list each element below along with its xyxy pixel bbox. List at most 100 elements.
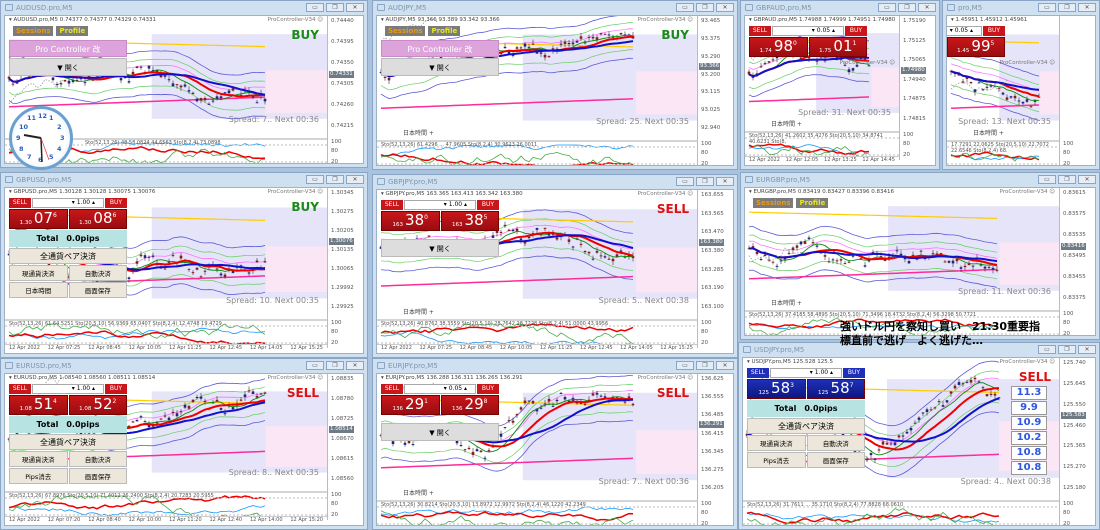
close-current-button[interactable]: 現通貨決済 [747,435,806,451]
buy-button[interactable]: BUY [477,384,499,394]
sessions-tab[interactable]: Sessions [753,198,794,208]
lot-size-input[interactable]: ▾ 1.00 ▴ [32,198,104,208]
maximize-button[interactable]: ❐ [326,361,344,370]
maximize-button[interactable]: ❐ [326,3,344,12]
close-button[interactable]: ✕ [1078,345,1096,354]
buy-button[interactable]: BUY [843,368,865,378]
close-button[interactable]: ✕ [716,3,734,12]
pro-controller-button[interactable]: Pro Controller 改 [381,40,499,57]
auto-close-button[interactable]: 自動決済 [806,435,865,451]
pro-controller-button[interactable]: Pro Controller 改 [9,40,127,57]
maximize-button[interactable]: ❐ [696,361,714,370]
chart-area[interactable]: ▾ GBPUSD.pro,M5 1.30128 1.30128 1.30075 … [4,187,364,354]
timezone-selector[interactable]: 日本時間 + [391,490,446,497]
sell-button[interactable]: SELL [9,198,31,208]
lot-size-input[interactable]: ▾ 0.05 ▴ [772,26,844,36]
close-current-button[interactable]: 現通貨決済 [9,451,68,467]
lot-size-input[interactable]: ▾ 1.00 ▴ [770,368,842,378]
sessions-tab[interactable]: Sessions [385,26,426,36]
auto-close-button[interactable]: 自動決済 [68,265,127,281]
price-axis[interactable]: 100 80 20 [1059,16,1095,165]
timezone-selector[interactable]: 日本時間 + [391,130,446,137]
chart-area[interactable]: ▾ GBPJPY.pro,M5 163.365 163.413 163.342 … [376,189,734,354]
close-button[interactable]: ✕ [716,361,734,370]
maximize-button[interactable]: ❐ [696,177,714,186]
open-button[interactable]: ▼ 開く [9,58,127,76]
sell-price-button[interactable]: 136 29 1 [381,395,440,415]
buy-price-button[interactable]: 136 29 8 [440,395,499,415]
chart-area[interactable]: ▾ 1.45951 1.45912 1.45961 ProController-V… [946,15,1096,166]
save-screen-button[interactable]: 画面保存 [68,468,127,484]
minimize-button[interactable]: ▭ [1038,3,1056,12]
close-all-pairs-button[interactable]: 全通貨ペア決済 [9,434,127,450]
buy-button[interactable]: BUY [845,26,867,36]
buy-button[interactable]: BUY [983,26,1005,36]
close-all-pairs-button[interactable]: 全通貨ペア決済 [747,418,865,434]
buy-price-button[interactable]: 1.75 01 1 [808,37,867,57]
minimize-button[interactable]: ▭ [306,175,324,184]
chart-area[interactable]: ▾ EURGBP.pro,M5 0.83419 0.83427 0.83396 … [744,187,1096,336]
price-axis[interactable]: 136.625 136.555 136.485 136.415 136.345 136.2… [697,374,733,525]
lot-size-input[interactable]: ▾ 1.00 ▴ [32,384,104,394]
price-axis[interactable]: 0.74440 0.74395 0.74350 0.74305 0.74260 0.742… [327,16,363,163]
buy-price-button[interactable]: 1.08 52 2 [68,395,127,415]
chart-area[interactable]: ▾ USDJPY.pro,M5 125.528 125.5 ProControll… [742,357,1096,526]
profile-tab[interactable]: Profile [56,26,89,36]
chart-area[interactable]: ▾ EURJPY.pro,M5 136.288 136.311 136.265 … [376,373,734,526]
minimize-button[interactable]: ▭ [306,361,324,370]
minimize-button[interactable]: ▭ [676,3,694,12]
sell-price-button[interactable]: 1.74 98 0 [749,37,808,57]
lot-size-input[interactable]: ▾ 0.05 ▴ [947,26,982,36]
buy-price-button[interactable]: 1.30 08 6 [68,209,127,229]
open-button[interactable]: ▼ 開く [381,58,499,76]
minimize-button[interactable]: ▭ [676,177,694,186]
chart-area[interactable]: ▾ AUDJPY,M5 93.366 93.389 93.342 93.366 P… [376,15,734,166]
timezone-selector[interactable]: 日本時間 + [961,130,1016,137]
buy-button[interactable]: BUY [477,200,499,210]
sell-price-button[interactable]: 1.08 51 4 [9,395,68,415]
minimize-button[interactable]: ▭ [676,361,694,370]
maximize-button[interactable]: ❐ [1058,3,1076,12]
sell-price-button[interactable]: 125 58 3 [747,379,806,399]
maximize-button[interactable]: ❐ [696,3,714,12]
close-all-pairs-button[interactable]: 全通貨ペア決済 [9,248,127,264]
price-axis[interactable]: 0.83615 0.83575 0.83535 0.83495 0.83455 0.833… [1059,188,1095,335]
close-button[interactable]: ✕ [1078,175,1096,184]
clear-pips-button[interactable]: Pips消去 [9,468,68,484]
lot-size-input[interactable]: ▾ 0.05 ▴ [404,384,476,394]
minimize-button[interactable]: ▭ [1038,345,1056,354]
sell-button[interactable]: SELL [381,200,403,210]
buy-price-button[interactable]: 163 38 5 [440,211,499,231]
close-button[interactable]: ✕ [716,177,734,186]
profile-tab[interactable]: Profile [428,26,461,36]
close-button[interactable]: ✕ [346,3,364,12]
sell-button[interactable]: SELL [749,26,771,36]
price-axis[interactable]: 1.08835 1.08780 1.08725 1.08670 1.08615 1.085… [327,374,363,520]
clear-pips-button[interactable]: Pips消去 [747,452,806,468]
open-button[interactable]: ▼ 開く [381,239,499,257]
minimize-button[interactable]: ▭ [306,3,324,12]
close-button[interactable]: ✕ [346,175,364,184]
buy-price-button[interactable]: 125 58 7 [806,379,865,399]
price-axis[interactable]: 1.30345 1.30275 1.30205 1.30135 1.30065 1.299… [327,188,363,348]
save-screen-button[interactable]: 画面保存 [68,282,127,298]
buy-button[interactable]: BUY [105,198,127,208]
close-current-button[interactable]: 現通貨決済 [9,265,68,281]
timezone-selector[interactable]: 日本時間 + [759,300,814,307]
price-axis[interactable]: 1.75190 1.75125 1.75065 1.74940 1.74875 1.748… [899,16,935,160]
timezone-selector[interactable]: 日本時間 + [391,309,446,316]
sell-button[interactable]: SELL [381,384,403,394]
price-axis[interactable]: 93.465 93.375 93.290 93.200 93.115 93.025 92.9… [697,16,733,165]
open-button[interactable]: ▼ 開く [381,423,499,441]
profile-tab[interactable]: Profile [796,198,829,208]
save-screen-button[interactable]: 画面保存 [806,452,865,468]
maximize-button[interactable]: ❐ [1058,175,1076,184]
auto-close-button[interactable]: 自動決済 [68,451,127,467]
timezone-selector[interactable]: 日本時間 + [759,121,814,128]
chart-area[interactable]: ▾ GBPAUD.pro,M5 1.74988 1.74999 1.74951 … [744,15,936,166]
close-button[interactable]: ✕ [1078,3,1096,12]
minimize-button[interactable]: ▭ [1038,175,1056,184]
buy-price-button[interactable]: 1.45 99 5 [947,37,1005,57]
chart-area[interactable]: ▾ EURUSD.pro,M5 1.08540 1.08560 1.08511 … [4,373,364,526]
lot-size-input[interactable]: ▾ 1.00 ▴ [404,200,476,210]
